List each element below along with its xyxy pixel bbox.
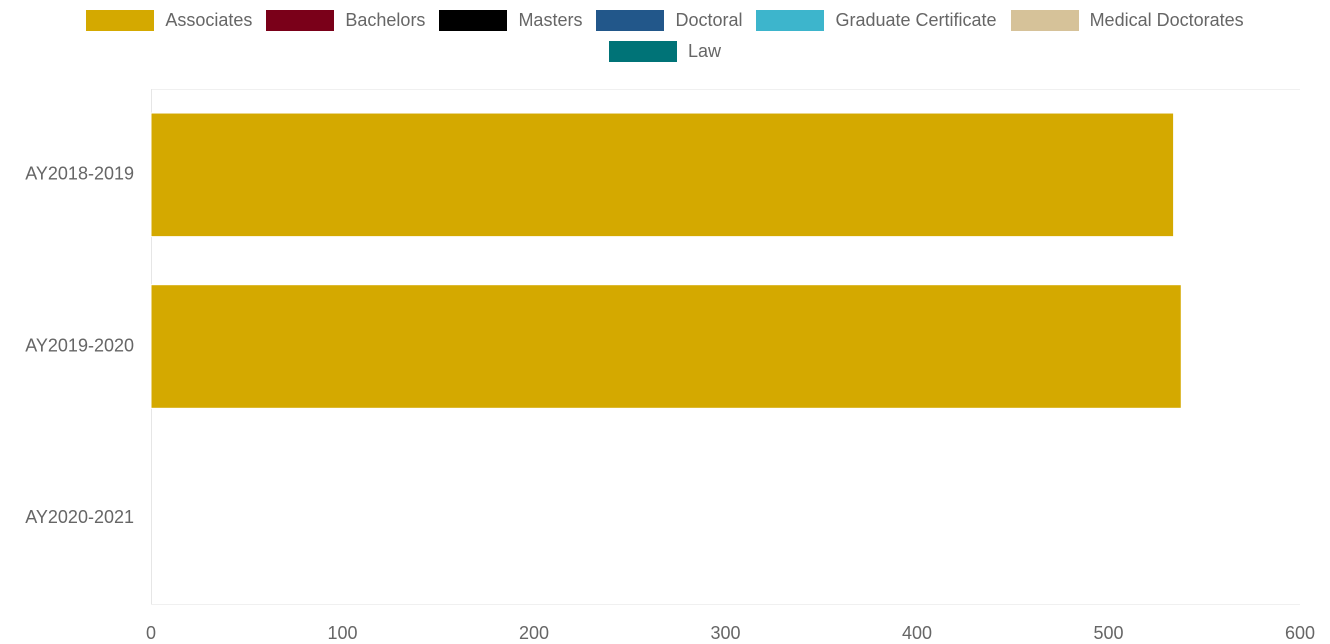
legend-swatch <box>266 9 335 31</box>
x-tick-label: 500 <box>1093 623 1123 643</box>
y-tick-label: AY2019-2020 <box>25 335 134 355</box>
legend-label: Law <box>687 40 722 61</box>
y-tick-label: AY2020-2021 <box>25 507 134 527</box>
legend-label: Graduate Certificate <box>835 9 997 30</box>
bar-associates-ay2018-2019[interactable] <box>150 112 1175 238</box>
bar-associates-ay2019-2020[interactable] <box>150 284 1182 409</box>
x-tick-label: 400 <box>902 623 932 643</box>
legend-item-law[interactable]: Law <box>608 40 722 62</box>
legend-swatch <box>608 40 677 62</box>
legend-label: Doctoral <box>675 9 743 30</box>
legend-swatch <box>1010 9 1079 31</box>
legend-item-associates[interactable]: Associates <box>86 9 253 31</box>
legend: Associates Bachelors Masters Doctoral Gradua… <box>0 6 1330 68</box>
legend-row: Associates Bachelors Masters Doctoral Gradua… <box>0 6 1330 34</box>
legend-item-bachelors[interactable]: Bachelors <box>266 9 426 31</box>
legend-label: Bachelors <box>345 9 426 30</box>
legend-label: Associates <box>165 9 253 30</box>
x-tick-label: 600 <box>1285 623 1315 643</box>
legend-row: Law <box>0 37 1330 65</box>
x-tick-label: 300 <box>710 623 740 643</box>
legend-item-masters[interactable]: Masters <box>439 9 583 31</box>
legend-swatch <box>86 9 155 31</box>
x-tick-label: 0 <box>146 623 156 643</box>
legend-item-doctoral[interactable]: Doctoral <box>596 9 743 31</box>
y-tick-label: AY2018-2019 <box>25 164 134 184</box>
legend-label: Masters <box>518 9 583 30</box>
legend-swatch <box>596 9 665 31</box>
legend-item-medical-doctorates[interactable]: Medical Doctorates <box>1010 9 1244 31</box>
x-tick-label: 200 <box>519 623 549 643</box>
legend-swatch <box>439 9 508 31</box>
legend-swatch <box>756 9 825 31</box>
legend-item-graduate-certificate[interactable]: Graduate Certificate <box>756 9 997 31</box>
x-tick-label: 100 <box>327 623 357 643</box>
legend-label: Medical Doctorates <box>1089 9 1244 30</box>
